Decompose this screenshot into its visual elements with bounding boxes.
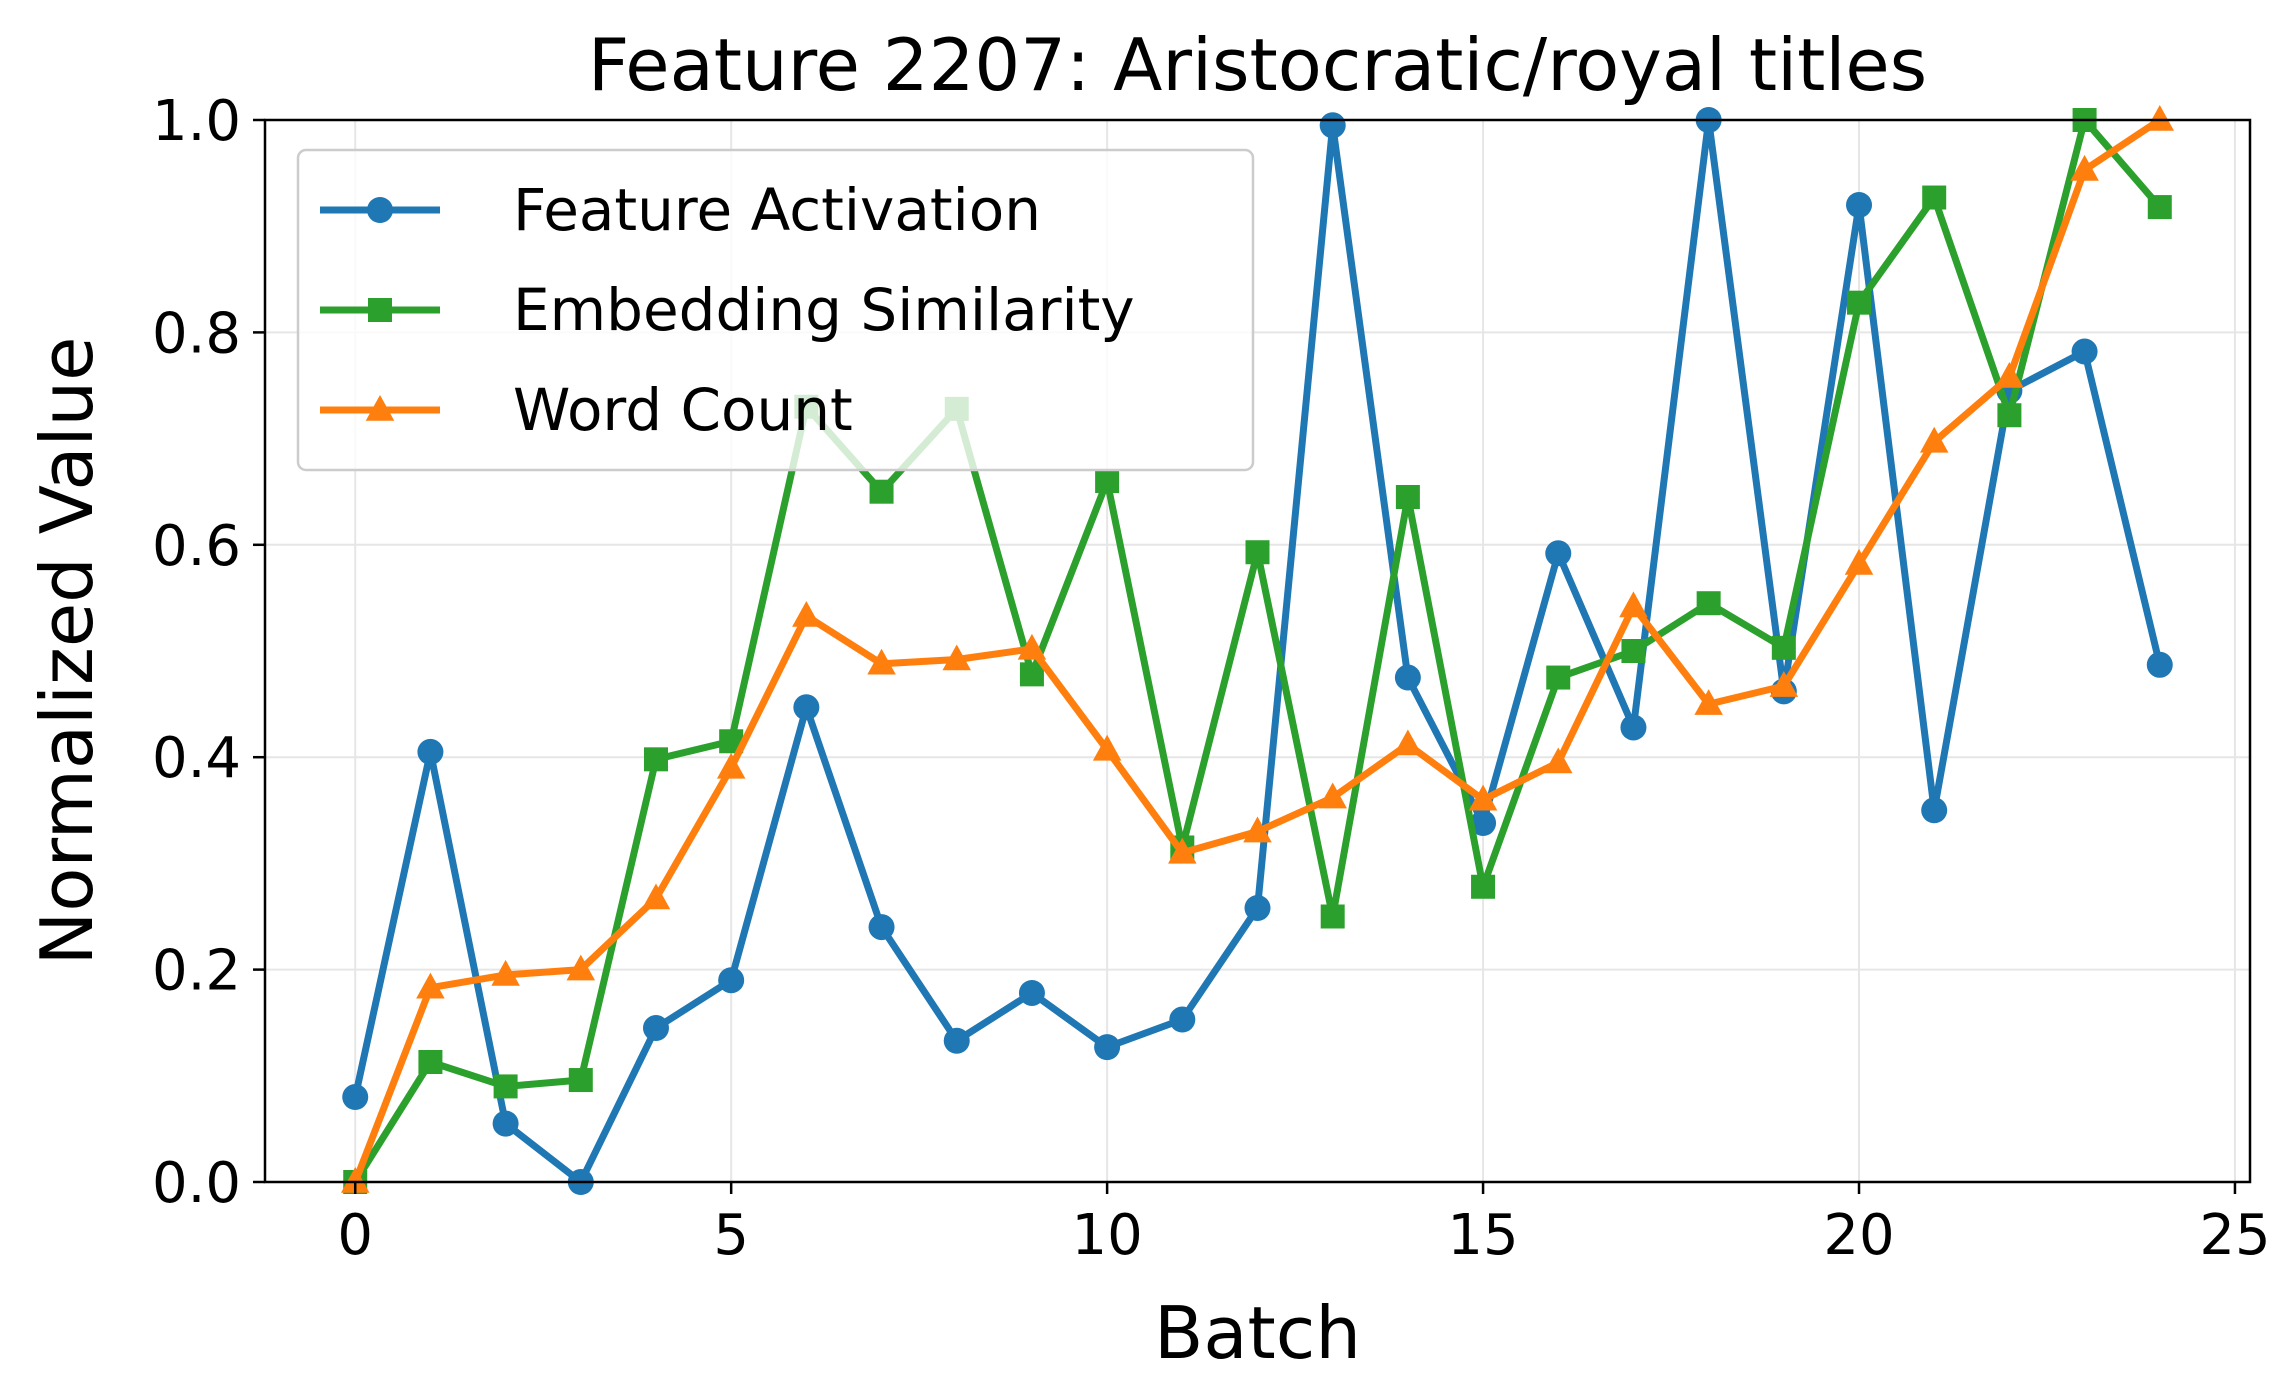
data-point (568, 1068, 593, 1093)
data-point (1319, 112, 1346, 139)
legend-item: Feature Activation (320, 176, 1041, 244)
legend-item: Word Count (320, 376, 853, 444)
data-point (1997, 403, 2022, 428)
data-point (1919, 426, 1949, 453)
data-point (1394, 664, 1421, 691)
legend-label: Word Count (513, 376, 853, 444)
x-tick-label: 10 (1071, 1203, 1142, 1268)
data-point (416, 972, 445, 999)
legend: Feature Activation Embedding Similarity Wo… (296, 148, 1255, 472)
series-feature-activation (342, 107, 2173, 1195)
series-word-count (340, 105, 2175, 1193)
data-point (1243, 816, 1272, 843)
data-point (342, 1084, 369, 1111)
data-point (642, 1015, 669, 1042)
data-point (643, 747, 668, 772)
data-point (2147, 195, 2172, 220)
data-point (1169, 1006, 1196, 1033)
legend-swatch-marker (368, 298, 392, 322)
data-point (492, 1110, 519, 1137)
data-point (942, 644, 971, 671)
x-tick-label: 20 (1823, 1203, 1894, 1268)
x-tick-label: 0 (337, 1203, 373, 1268)
data-point (491, 959, 520, 986)
data-point (1619, 591, 1648, 618)
y-tick-label: 0.2 (152, 939, 241, 1004)
data-point (1546, 665, 1571, 690)
data-point (1846, 191, 1873, 218)
data-point (1470, 810, 1497, 837)
chart-title: Feature 2207: Aristocratic/royal titles (588, 23, 1927, 107)
data-point (793, 694, 820, 721)
data-point (1468, 784, 1498, 811)
data-point (1017, 633, 1047, 660)
data-point (1847, 290, 1872, 315)
data-point (1471, 874, 1496, 899)
data-point (943, 1027, 970, 1054)
legend-label: Embedding Similarity (513, 276, 1135, 344)
data-point (1769, 671, 1799, 697)
data-point (418, 1049, 443, 1074)
data-point (716, 752, 746, 779)
data-point (718, 967, 745, 994)
series-layer (340, 105, 2175, 1195)
data-point (1694, 689, 1723, 715)
data-point (493, 1074, 518, 1099)
data-point (566, 954, 596, 981)
y-tick-label: 0.6 (152, 514, 241, 579)
data-point (1168, 837, 1197, 864)
data-point (2145, 105, 2175, 131)
data-point (1696, 591, 1721, 616)
data-point (792, 600, 821, 627)
data-point (2070, 154, 2099, 181)
data-point (1393, 729, 1423, 756)
data-point (1094, 1034, 1121, 1061)
data-point (1545, 540, 1572, 567)
data-point (1095, 469, 1120, 494)
data-point (340, 1167, 370, 1193)
y-tick-label: 1.0 (152, 89, 241, 154)
y-tick-label: 0.0 (152, 1151, 241, 1216)
data-point (1922, 185, 1947, 210)
plot-frame (263, 118, 2252, 1184)
data-point (1245, 540, 1270, 565)
legend-swatch-marker (367, 197, 393, 223)
data-point (641, 883, 671, 910)
data-point (1092, 734, 1122, 761)
data-point (1621, 639, 1646, 663)
data-point (1320, 904, 1345, 929)
data-point (1620, 714, 1647, 741)
data-point (867, 648, 896, 675)
y-axis-label: Normalized Value (25, 337, 109, 966)
data-point (869, 479, 894, 504)
legend-item: Embedding Similarity (320, 276, 1135, 344)
data-point (1244, 895, 1271, 922)
data-point (1395, 485, 1420, 510)
data-point (1019, 662, 1044, 687)
legend-swatch-marker (365, 395, 395, 421)
ticks: 0 5 10 15 20 25 0.0 0.2 0.4 0.6 0.8 1.0 (152, 89, 2271, 1268)
data-point (868, 914, 895, 941)
data-point (1318, 782, 1347, 809)
data-point (1544, 747, 1573, 774)
data-point (417, 738, 444, 765)
x-tick-label: 5 (713, 1203, 749, 1268)
y-tick-label: 0.8 (152, 301, 241, 366)
data-point (1771, 635, 1796, 660)
data-point (1995, 362, 2024, 388)
data-point (1018, 979, 1045, 1006)
data-point (1921, 797, 1948, 824)
data-point (2071, 338, 2098, 365)
data-point (1844, 548, 1874, 575)
legend-box (296, 148, 1255, 472)
legend-label: Feature Activation (513, 176, 1041, 244)
y-tick-label: 0.4 (152, 726, 241, 791)
data-point (2146, 651, 2173, 678)
x-axis-label: Batch (1154, 1291, 1361, 1375)
x-tick-label: 15 (1447, 1203, 1518, 1268)
x-tick-label: 25 (2199, 1203, 2270, 1268)
